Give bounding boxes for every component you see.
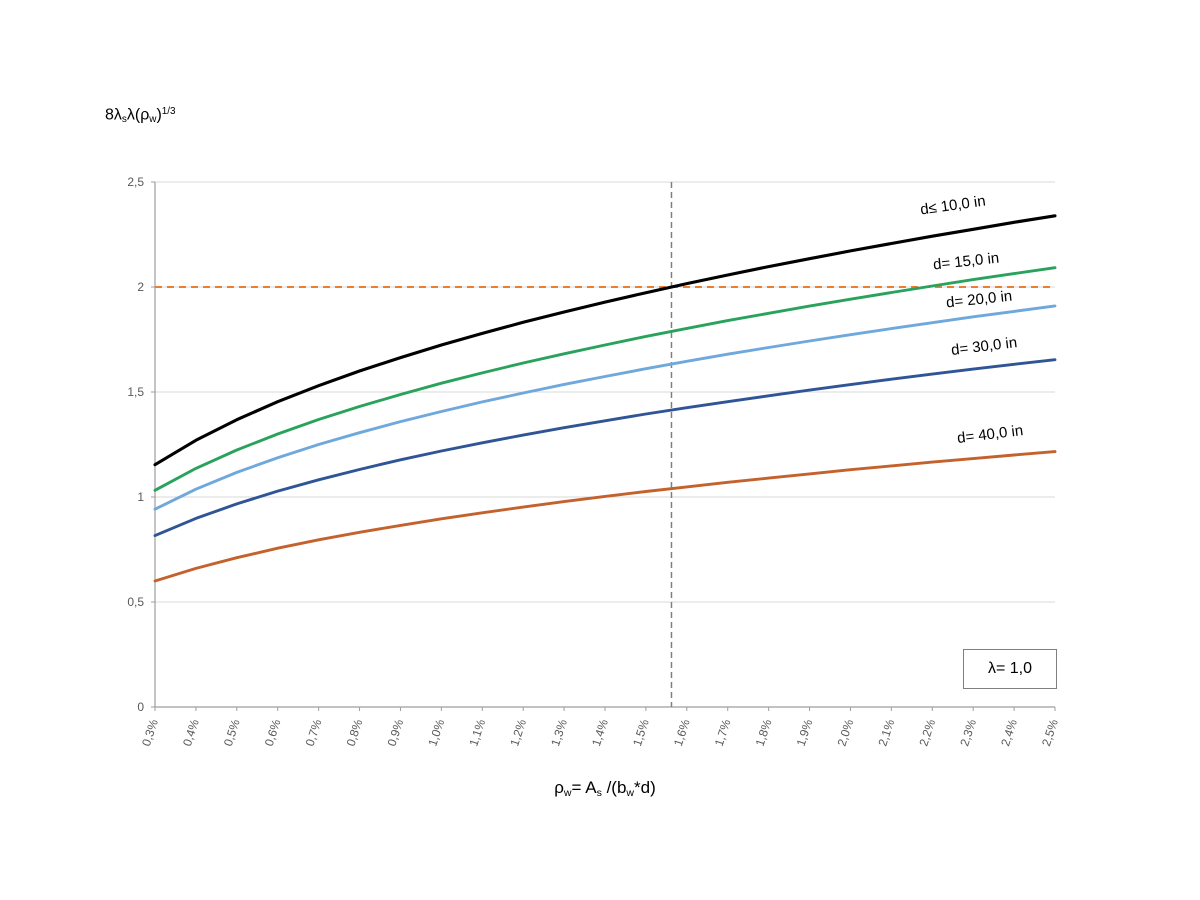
x-tick-label: 1,8% [753, 717, 775, 748]
x-tick-label: 1,3% [548, 717, 570, 748]
x-tick-label: 1,9% [794, 717, 816, 748]
x-tick-label: 1,0% [425, 717, 447, 748]
x-tick-label: 1,6% [671, 717, 693, 748]
x-tick-label: 0,8% [344, 717, 366, 748]
x-tick-label: 2,5% [1039, 717, 1061, 748]
x-tick-label: 1,4% [589, 717, 611, 748]
x-tick-label: 0,9% [385, 717, 407, 748]
x-title-end: *d) [634, 778, 656, 797]
x-tick-label: 1,7% [712, 717, 734, 748]
x-title-sub-w1: w [563, 786, 572, 799]
x-tick-label: 0,6% [262, 717, 284, 748]
x-title-eq: = A [571, 778, 597, 797]
x-tick-label: 0,3% [139, 717, 161, 748]
x-axis-title: ρw= As /(bw*d) [155, 778, 1055, 799]
x-title-sub-s: s [596, 786, 602, 799]
x-tick-label: 1,1% [466, 717, 488, 748]
series-curve-0 [153, 214, 1057, 467]
lambda-annotation-label: λ= 1,0 [987, 660, 1033, 677]
y-title-sub-w: w [149, 114, 157, 126]
x-title-sub-w2: w [626, 786, 635, 799]
x-tick-label: 1,2% [507, 717, 529, 748]
x-tick-label: 2,1% [875, 717, 897, 748]
y-tick-label: 2,5 [127, 175, 144, 189]
series-curve-3 [153, 358, 1057, 538]
y-tick-label: 1 [137, 490, 144, 504]
y-title-sub-s: s [121, 114, 127, 126]
lambda-annotation-box: λ= 1,0 [963, 649, 1057, 689]
x-title-rho: ρ [554, 778, 564, 797]
x-tick-label: 2,2% [916, 717, 938, 748]
y-title-mid: λ(ρ [126, 106, 150, 124]
y-tick-label: 0,5 [127, 595, 144, 609]
y-tick-label: 1,5 [127, 385, 144, 399]
y-tick-label: 0 [137, 700, 144, 714]
x-tick-label: 2,4% [998, 717, 1020, 748]
x-tick-label: 2,0% [835, 717, 857, 748]
y-tick-label: 2 [137, 280, 144, 294]
series-curve-4 [153, 450, 1057, 583]
x-tick-label: 0,7% [303, 717, 325, 748]
x-title-div: /(b [601, 778, 627, 797]
x-tick-label: 0,5% [221, 717, 243, 748]
y-title-exponent: 1/3 [161, 106, 176, 117]
x-tick-label: 2,3% [957, 717, 979, 748]
x-tick-label: 0,4% [180, 717, 202, 748]
y-title-text: 8λ [105, 106, 122, 124]
y-title-close: ) [156, 106, 162, 124]
series-curve-1 [153, 266, 1057, 492]
series-curve-2 [153, 304, 1057, 511]
y-axis-title: 8λsλ(ρw)1/3 [105, 106, 176, 125]
x-tick-label: 1,5% [630, 717, 652, 748]
